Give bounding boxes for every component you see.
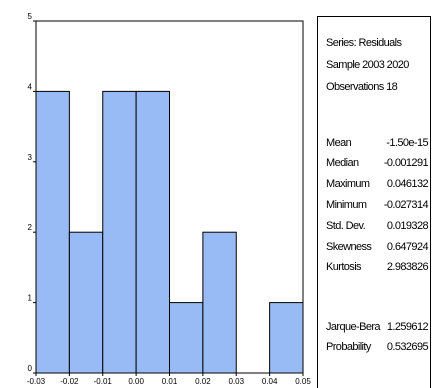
histogram-bar xyxy=(202,231,237,374)
stat-label: Jarque-Bera xyxy=(326,321,381,333)
stat-label: Kurtosis xyxy=(326,261,362,273)
stat-row-minimum: Minimum -0.027314 xyxy=(326,199,429,213)
histogram-bar xyxy=(102,90,137,374)
stat-label: Maximum xyxy=(326,178,370,190)
stat-value: 0.019328 xyxy=(386,220,429,232)
histogram-bars xyxy=(35,90,304,374)
sample-label: Sample 2003 2020 xyxy=(326,59,409,71)
stat-label: Skewness xyxy=(326,241,372,253)
stat-row-std-dev: Std. Dev. 0.019328 xyxy=(326,220,429,234)
histogram-chart: 0 1 2 3 4 5 -0.03 -0.02 -0.01 0.00 0.01 0.02 0.03 0.… xyxy=(27,12,311,386)
x-tick-label: 0.00 xyxy=(128,377,144,386)
stat-label: Median xyxy=(326,157,359,169)
x-tick-label: 0.04 xyxy=(262,377,278,386)
stat-value: -0.027314 xyxy=(383,199,429,211)
stat-row-kurtosis: Kurtosis 2.983826 xyxy=(326,261,429,275)
stat-row-maximum: Maximum 0.046132 xyxy=(326,178,429,192)
x-tick-label: -0.03 xyxy=(27,377,46,386)
histogram-bar xyxy=(68,231,104,374)
x-tick-label: 0.03 xyxy=(228,377,244,386)
stat-label: Mean xyxy=(326,137,352,149)
y-tick-label: 5 xyxy=(28,12,33,21)
stat-value: -1.50e-15 xyxy=(386,137,428,149)
stat-row-jarque-bera: Jarque-Bera 1.259612 xyxy=(326,321,429,335)
stat-row-median: Median -0.001291 xyxy=(326,157,429,171)
x-tick-label: -0.02 xyxy=(60,377,79,386)
stat-row-probability: Probability 0.532695 xyxy=(326,341,429,355)
stat-value: 0.647924 xyxy=(386,241,429,253)
y-tick-label: 4 xyxy=(28,82,33,91)
stat-value: 0.046132 xyxy=(386,178,429,190)
x-tick-label: -0.01 xyxy=(94,377,113,386)
stat-value: 2.983826 xyxy=(386,261,429,273)
y-tick-label: 2 xyxy=(28,223,33,232)
x-axis: -0.03 -0.02 -0.01 0.00 0.01 0.02 0.03 0.04 0.05 xyxy=(27,373,311,386)
y-tick-label: 3 xyxy=(28,153,33,162)
stat-value: 0.532695 xyxy=(386,341,429,353)
stat-row-mean: Mean -1.50e-15 xyxy=(326,137,429,151)
stat-row-skewness: Skewness 0.647924 xyxy=(326,241,429,255)
x-tick-label: 0.02 xyxy=(195,377,211,386)
histogram-bar xyxy=(35,90,70,374)
y-tick-label: 1 xyxy=(28,294,33,303)
observations-label: Observations 18 xyxy=(326,81,398,93)
statistics-panel: Series: Residuals Sample 2003 2020 Obser… xyxy=(317,16,431,388)
histogram-bar xyxy=(169,302,204,374)
x-tick-label: 0.01 xyxy=(162,377,178,386)
stat-value: -0.001291 xyxy=(383,157,429,169)
histogram-bar xyxy=(135,90,170,374)
series-label: Series: Residuals xyxy=(326,37,402,49)
y-axis: 0 1 2 3 4 5 xyxy=(28,12,36,374)
stat-label: Minimum xyxy=(326,199,367,211)
stat-label: Probability xyxy=(326,341,371,353)
x-tick-label: 0.05 xyxy=(295,377,311,386)
stat-value: 1.259612 xyxy=(386,321,429,333)
stat-label: Std. Dev. xyxy=(326,220,366,232)
histogram-bar xyxy=(269,302,304,374)
y-tick-label: 0 xyxy=(28,364,33,373)
